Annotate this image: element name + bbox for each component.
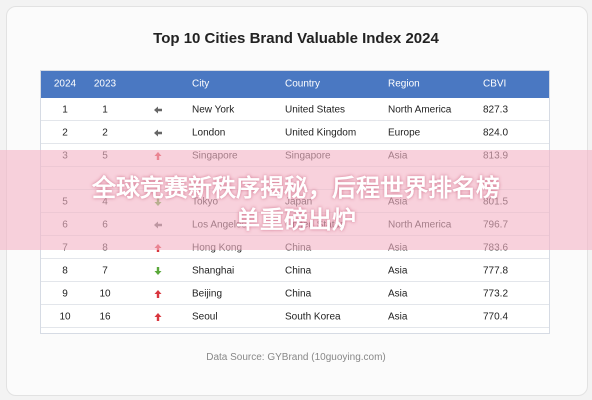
table-cell: 827.3 (483, 104, 509, 116)
trend-icon (154, 267, 162, 275)
table: 2024 2023 City Country Region CBVI 1 1 New York… (40, 70, 550, 334)
trend-icon (154, 106, 162, 114)
column-header: Country (285, 78, 321, 90)
trend-icon (154, 313, 162, 321)
table-cell: 8 (62, 265, 68, 277)
table-header: 2024 2023 City Country Region CBVI (41, 71, 549, 98)
table-cell: 824.0 (483, 127, 509, 139)
table-cell: 773.2 (483, 288, 509, 300)
column-header: CBVI (483, 78, 507, 90)
table-cell: South Korea (285, 311, 341, 323)
table-cell: 1 (102, 104, 108, 116)
table-cell: Beijing (192, 288, 223, 300)
row-divider (41, 327, 549, 328)
table-cell: 10 (59, 311, 71, 323)
table-cell: 10 (99, 288, 111, 300)
trend-arrow (154, 106, 162, 114)
table-cell: 1 (62, 104, 68, 116)
table-cell: China (285, 288, 312, 300)
table-cell: United States (285, 104, 346, 116)
table-cell: Asia (388, 311, 408, 323)
trend-icon (154, 290, 162, 298)
source-note: Data Source: GYBrand (10guoying.com) (206, 352, 386, 363)
table-cell: Asia (388, 265, 408, 277)
overlay-headline: 全球竞赛新秩序揭秘，后程世界排名榜 (92, 174, 500, 202)
trend-arrow (154, 290, 162, 298)
column-header: Region (388, 78, 420, 90)
table-cell: 9 (62, 288, 68, 300)
table-cell: 16 (99, 311, 111, 323)
row-divider (41, 258, 549, 259)
table-cell: 777.8 (483, 265, 509, 277)
table-cell: China (285, 265, 312, 277)
row-divider (41, 281, 549, 282)
table-cell: United Kingdom (285, 127, 357, 139)
column-header: 2024 (53, 78, 77, 90)
table-title: Top 10 Cities Brand Valuable Index 2024 (153, 30, 439, 47)
overlay-headline: 单重磅出炉 (236, 206, 356, 234)
table-cell: New York (192, 104, 235, 116)
trend-icon (154, 129, 162, 137)
table-cell: Asia (388, 288, 408, 300)
row-divider (41, 120, 549, 121)
table-cell: 2 (102, 127, 108, 139)
table-cell: Shanghai (192, 265, 235, 277)
row-divider (41, 143, 549, 144)
trend-arrow (154, 313, 162, 321)
trend-arrow (154, 267, 162, 275)
table-cell: Seoul (192, 311, 218, 323)
column-header: 2023 (93, 78, 117, 90)
table-cell: North America (388, 104, 452, 116)
overlay-band (0, 150, 592, 250)
row-divider (41, 304, 549, 305)
table-cell: London (192, 127, 226, 139)
table-cell: 770.4 (483, 311, 509, 323)
table-cell: Europe (388, 127, 421, 139)
column-header: City (192, 78, 210, 90)
table-cell: 7 (102, 265, 108, 277)
trend-arrow (154, 129, 162, 137)
table-cell: 2 (62, 127, 68, 139)
